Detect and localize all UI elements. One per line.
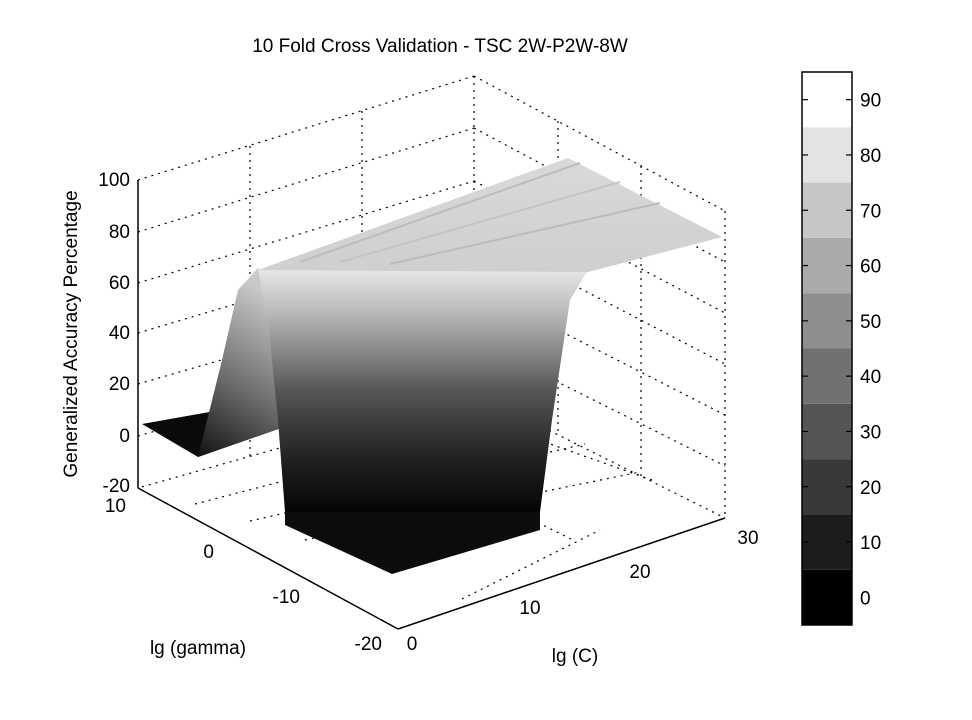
z-axis-label: Generalized Accuracy Percentage: [61, 190, 82, 477]
chart-title: 10 Fold Cross Validation - TSC 2W-P2W-8W: [252, 36, 628, 57]
y-tick-label: -10: [273, 587, 300, 608]
colorbar-tick-label: 70: [860, 201, 881, 222]
z-tick-label: 80: [109, 222, 130, 243]
colorbar-band: [802, 569, 852, 625]
colorbar-tick-label: 40: [860, 367, 881, 388]
y-tick-label: 0: [203, 542, 214, 563]
colorbar-tick-label: 80: [860, 146, 881, 167]
z-tick-label: 60: [109, 273, 130, 294]
colorbar-band: [802, 72, 852, 128]
x-axis-label: lg (C): [552, 646, 598, 667]
x-tick-label: 10: [519, 598, 540, 619]
x-tick-label: 20: [629, 562, 650, 583]
colorbar-tick-label: 20: [860, 478, 881, 499]
x-axis-ticks: 0 10 20 30: [407, 528, 759, 655]
z-tick-label: -20: [103, 476, 130, 497]
colorbar: 90 80 70 60 50 40 30 20 10 0: [801, 71, 881, 626]
x-tick-label: 30: [737, 528, 758, 549]
y-axis-label: lg (gamma): [150, 638, 246, 659]
colorbar-band: [802, 127, 852, 183]
y-tick-label: 10: [105, 496, 126, 517]
x-tick-label: 0: [407, 634, 418, 655]
colorbar-tick-label: 10: [860, 533, 881, 554]
y-tick-label: -20: [355, 634, 382, 655]
colorbar-band: [802, 348, 852, 404]
colorbar-tick-label: 0: [860, 588, 871, 609]
z-tick-label: 20: [109, 374, 130, 395]
colorbar-band: [802, 182, 852, 238]
y-axis-ticks: 10 0 -10 -20: [105, 496, 382, 655]
colorbar-tick-label: 50: [860, 312, 881, 333]
colorbar-tick-label: 60: [860, 257, 881, 278]
colorbar-band: [802, 459, 852, 515]
colorbar-band: [802, 237, 852, 294]
accuracy-surface: [142, 158, 722, 574]
z-tick-label: 0: [119, 426, 130, 447]
colorbar-band: [802, 403, 852, 460]
colorbar-tick-label: 30: [860, 422, 881, 443]
colorbar-tick-label: 90: [860, 91, 881, 112]
z-tick-label: 40: [109, 323, 130, 344]
colorbar-band: [802, 293, 852, 349]
z-axis-ticks: 100 80 60 40 20 0 -20: [98, 170, 130, 497]
z-tick-label: 100: [98, 170, 130, 191]
axes: [137, 180, 726, 630]
colorbar-band: [802, 514, 852, 570]
